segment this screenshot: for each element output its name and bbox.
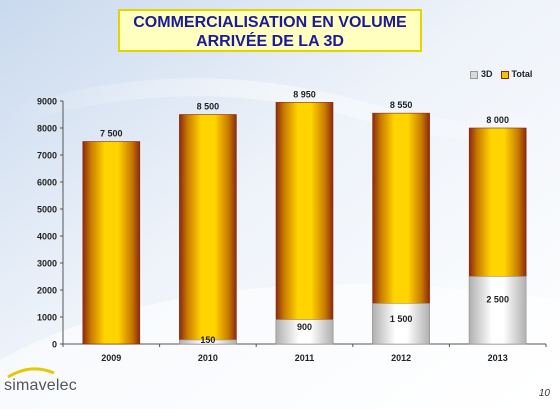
- bar-3d: [372, 303, 430, 345]
- page-number: 10: [538, 388, 550, 399]
- data-label-total: 7 500: [100, 129, 123, 139]
- y-tick-label: 1000: [37, 313, 57, 323]
- x-tick-label: 2011: [295, 353, 315, 363]
- y-tick-label: 6000: [37, 178, 57, 188]
- data-label-3d: 2 500: [486, 295, 509, 305]
- y-tick-label: 0: [52, 340, 57, 350]
- legend-swatch-total: [500, 70, 509, 79]
- data-label-3d: 150: [200, 335, 215, 345]
- bar-total: [275, 102, 334, 345]
- x-tick-label: 2013: [488, 353, 508, 363]
- bar-3d: [275, 319, 334, 345]
- data-label-3d: 1 500: [390, 314, 413, 324]
- bar-total: [179, 114, 237, 345]
- y-tick-label: 7000: [37, 151, 57, 161]
- data-label-total: 8 550: [390, 100, 413, 110]
- x-tick-label: 2010: [198, 353, 218, 363]
- y-tick-label: 2000: [37, 286, 57, 296]
- y-tick-label: 5000: [37, 205, 57, 215]
- chart-legend: 3D Total: [470, 69, 532, 79]
- legend-label-total: Total: [511, 69, 533, 79]
- legend-swatch-3d: [470, 70, 478, 79]
- bar-3d: [179, 339, 237, 345]
- legend-item-total: Total: [500, 69, 533, 79]
- bar-3d: [468, 276, 527, 345]
- data-label-3d: 900: [297, 322, 312, 332]
- y-tick-label: 9000: [37, 97, 57, 107]
- legend-item-3d: 3D: [470, 69, 493, 79]
- simavelec-logo: simavelec: [4, 377, 77, 394]
- chart-bars: [82, 102, 527, 345]
- x-tick-label: 2009: [101, 353, 121, 363]
- data-label-total: 8 000: [486, 115, 509, 125]
- title-line-1: COMMERCIALISATION EN VOLUME: [133, 14, 407, 31]
- chart-axes: 0 1000 2000 3000 4000 5000 6000 7000 8000 9000: [37, 97, 547, 350]
- data-label-total: 8 500: [197, 102, 220, 112]
- data-label-total: 8 950: [293, 89, 316, 99]
- y-tick-label: 3000: [37, 259, 57, 269]
- y-tick-label: 8000: [37, 124, 57, 134]
- slide-title: COMMERCIALISATION EN VOLUME ARRIVÉE DE L…: [118, 9, 422, 52]
- x-tick-label: 2012: [391, 353, 411, 363]
- logo-swoosh-icon: [7, 367, 55, 379]
- legend-label-3d: 3D: [481, 69, 493, 79]
- title-line-2: ARRIVÉE DE LA 3D: [196, 33, 344, 50]
- bar-total: [82, 141, 141, 345]
- y-tick-label: 4000: [37, 232, 57, 242]
- chart-labels: 7 500 2009 8 500 150 2010 8 950 900 2011 8 550 1 …: [100, 89, 509, 363]
